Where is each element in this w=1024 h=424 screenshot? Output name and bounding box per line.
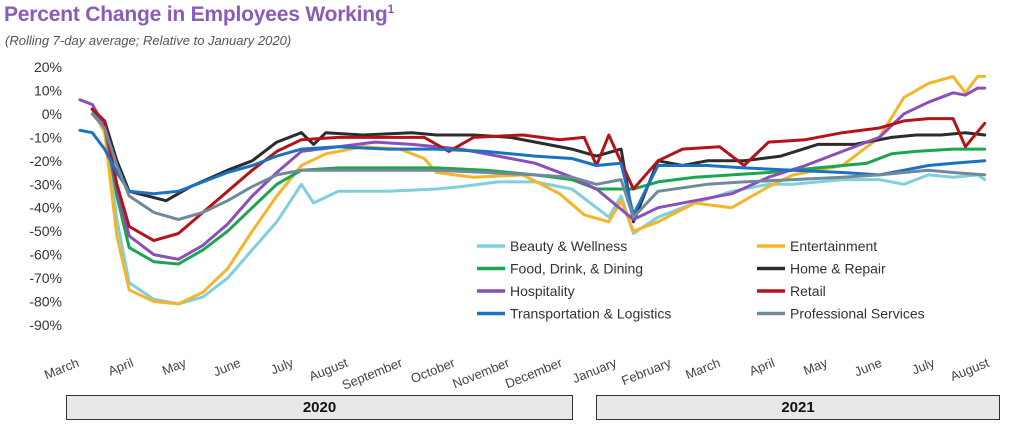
series-line-1	[90, 74, 987, 306]
legend-label: Beauty & Wellness	[510, 238, 627, 254]
series-line-2	[90, 107, 987, 266]
x-tick-label: February	[619, 355, 673, 389]
year-band-2020: 2020	[66, 395, 573, 420]
chart-title: Percent Change in Employees Working1	[4, 2, 395, 26]
x-tick-label: July	[268, 355, 296, 378]
y-tick-label: -70%	[29, 270, 62, 286]
y-tick-label: -60%	[29, 247, 62, 263]
y-tick-label: 10%	[34, 82, 62, 98]
y-tick-label: -80%	[29, 294, 62, 310]
legend-label: Home & Repair	[790, 261, 886, 277]
x-tick-label: June	[852, 355, 884, 379]
y-tick-label: -90%	[29, 317, 62, 333]
line-chart: 20% 10% 0% -10% -20% -30% -40% -50% -60% -70% -80%…	[29, 59, 992, 390]
x-tick-label: January	[570, 355, 619, 386]
legend-label: Entertainment	[790, 238, 877, 254]
y-tick-label: -20%	[29, 153, 62, 169]
y-tick-label: 20%	[34, 59, 62, 75]
x-tick-label: July	[910, 355, 938, 378]
x-tick-label: December	[503, 355, 565, 390]
series-line-6	[78, 128, 987, 217]
x-tick-label: May	[160, 355, 189, 378]
x-tick-label: May	[801, 355, 830, 378]
y-tick-label: -40%	[29, 200, 62, 216]
x-tick-label: April	[106, 355, 136, 379]
y-tick-label: -50%	[29, 223, 62, 239]
x-tick-label: March	[42, 355, 81, 382]
x-tick-label: September	[340, 355, 405, 390]
series-line-7	[90, 112, 987, 221]
chart-subtitle: (Rolling 7-day average; Relative to Janu…	[5, 33, 292, 48]
legend-label: Food, Drink, & Dining	[510, 261, 643, 277]
y-tick-label: 0%	[42, 106, 62, 122]
series-line-5	[90, 107, 987, 243]
x-tick-label: March	[683, 355, 722, 382]
x-tick-label: November	[450, 355, 512, 390]
x-tick-label: June	[211, 355, 243, 379]
legend-label: Professional Services	[790, 306, 925, 322]
legend-label: Transportation & Logistics	[510, 306, 671, 322]
year-band-2021: 2021	[596, 395, 1000, 420]
legend-label: Hospitality	[510, 283, 575, 299]
y-tick-label: -30%	[29, 176, 62, 192]
x-tick-label: August	[948, 355, 992, 384]
legend-label: Retail	[790, 283, 826, 299]
y-tick-label: -10%	[29, 129, 62, 145]
x-tick-label: April	[747, 355, 777, 379]
x-tick-label: October	[409, 355, 458, 386]
